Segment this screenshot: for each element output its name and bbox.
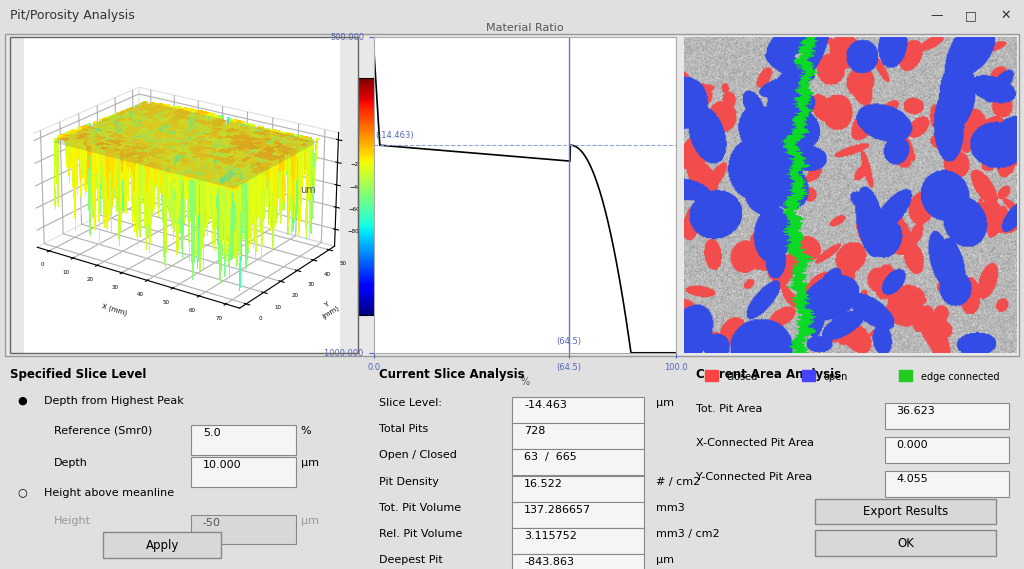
- X-axis label: X (mm): X (mm): [101, 303, 128, 316]
- Text: 63  /  665: 63 / 665: [524, 452, 577, 463]
- Text: μm: μm: [656, 555, 674, 566]
- Text: μm: μm: [656, 398, 674, 408]
- Text: Export Results: Export Results: [863, 505, 948, 518]
- Y-axis label: um: um: [300, 185, 315, 195]
- Text: mm3 / cm2: mm3 / cm2: [656, 529, 720, 539]
- Text: -14.463: -14.463: [524, 400, 567, 410]
- Title: Material Ratio: Material Ratio: [486, 23, 563, 34]
- Text: 36.623: 36.623: [896, 406, 935, 416]
- Text: ○: ○: [17, 488, 27, 498]
- Text: ✕: ✕: [1000, 9, 1011, 22]
- Text: Slice Level:: Slice Level:: [379, 398, 442, 408]
- Text: Pit/Porosity Analysis: Pit/Porosity Analysis: [10, 9, 135, 22]
- Text: Pit Density: Pit Density: [379, 477, 438, 486]
- Text: ●: ●: [17, 396, 27, 406]
- Text: 137.286657: 137.286657: [524, 505, 591, 515]
- FancyBboxPatch shape: [512, 554, 644, 569]
- Text: 728: 728: [524, 426, 546, 436]
- Text: Reference (Smr0): Reference (Smr0): [54, 426, 153, 436]
- FancyBboxPatch shape: [885, 403, 1009, 429]
- Text: 3.115752: 3.115752: [524, 531, 578, 541]
- Text: X-Connected Pit Area: X-Connected Pit Area: [696, 438, 814, 448]
- FancyBboxPatch shape: [885, 471, 1009, 497]
- FancyBboxPatch shape: [103, 533, 221, 558]
- FancyBboxPatch shape: [191, 514, 296, 545]
- Text: mm3: mm3: [656, 503, 685, 513]
- Text: □: □: [965, 9, 977, 22]
- Text: 5.0: 5.0: [203, 428, 220, 438]
- Text: Y-Connected Pit Area: Y-Connected Pit Area: [696, 472, 813, 482]
- Text: -50: -50: [203, 518, 221, 527]
- FancyBboxPatch shape: [191, 425, 296, 455]
- Text: Rel. Pit Volume: Rel. Pit Volume: [379, 529, 462, 539]
- Text: μm: μm: [301, 457, 318, 468]
- FancyBboxPatch shape: [512, 502, 644, 528]
- Text: Depth: Depth: [54, 457, 88, 468]
- Text: # / cm2: # / cm2: [656, 477, 700, 486]
- Text: open: open: [823, 372, 848, 382]
- Text: Tot. Pit Volume: Tot. Pit Volume: [379, 503, 461, 513]
- Text: (64.5): (64.5): [556, 337, 581, 347]
- FancyBboxPatch shape: [815, 498, 996, 525]
- Text: OK: OK: [897, 537, 914, 550]
- FancyBboxPatch shape: [512, 423, 644, 449]
- Text: Tot. Pit Area: Tot. Pit Area: [696, 404, 763, 414]
- Text: edge connected: edge connected: [921, 372, 999, 382]
- Text: Specified Slice Level: Specified Slice Level: [10, 368, 146, 381]
- FancyBboxPatch shape: [512, 476, 644, 502]
- FancyBboxPatch shape: [512, 397, 644, 423]
- Text: closed: closed: [726, 372, 758, 382]
- Text: 0.000: 0.000: [896, 440, 928, 450]
- Text: Depth from Highest Peak: Depth from Highest Peak: [44, 396, 183, 406]
- Text: (-14.463): (-14.463): [375, 131, 414, 140]
- Text: Apply: Apply: [145, 539, 179, 552]
- FancyBboxPatch shape: [815, 530, 996, 556]
- Text: Height: Height: [54, 516, 91, 526]
- Text: -843.863: -843.863: [524, 558, 574, 567]
- Text: Deepest Pit: Deepest Pit: [379, 555, 442, 566]
- Y-axis label: μm: μm: [412, 189, 421, 203]
- Text: 10.000: 10.000: [203, 460, 242, 470]
- Y-axis label: Y
(mm): Y (mm): [317, 298, 340, 320]
- Text: μm: μm: [301, 516, 318, 526]
- Text: Open / Closed: Open / Closed: [379, 451, 457, 460]
- FancyBboxPatch shape: [191, 457, 296, 486]
- X-axis label: %: %: [520, 377, 529, 387]
- Text: 4.055: 4.055: [896, 473, 928, 484]
- Text: Current Area Analysis: Current Area Analysis: [696, 368, 842, 381]
- Text: Current Slice Analysis: Current Slice Analysis: [379, 368, 524, 381]
- FancyBboxPatch shape: [885, 437, 1009, 463]
- Text: —: —: [931, 9, 943, 22]
- FancyBboxPatch shape: [512, 450, 644, 475]
- Text: %: %: [301, 426, 311, 436]
- Text: Height above meanline: Height above meanline: [44, 488, 174, 498]
- Text: 16.522: 16.522: [524, 479, 563, 489]
- FancyBboxPatch shape: [512, 528, 644, 554]
- Text: Total Pits: Total Pits: [379, 424, 428, 434]
